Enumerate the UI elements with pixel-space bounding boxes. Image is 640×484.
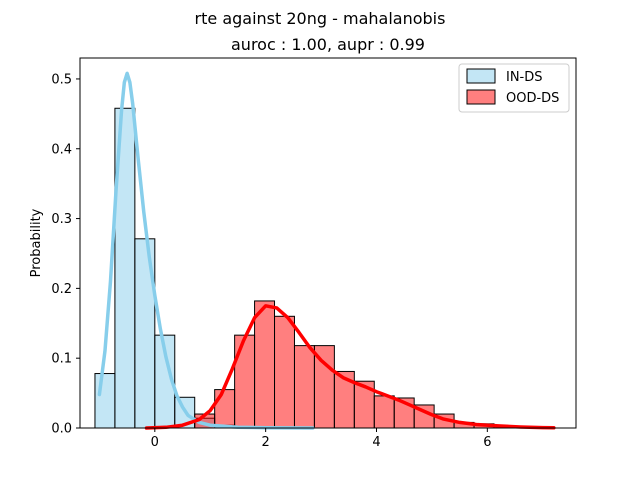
in-ds-bars bbox=[94, 107, 236, 429]
legend-label-in-ds: IN-DS bbox=[506, 70, 543, 85]
legend-swatch-in-ds bbox=[466, 68, 496, 84]
x-tick-label: 4 bbox=[372, 435, 380, 450]
axes-frame bbox=[79, 57, 577, 429]
chart-subtitle: auroc : 1.00, aupr : 0.99 bbox=[231, 35, 425, 54]
in-ds-bar-0 bbox=[94, 373, 116, 429]
ood-ds-bar-4 bbox=[274, 315, 295, 429]
y-axis: 0.0 0.1 0.2 0.3 0.4 0.5 bbox=[51, 72, 80, 437]
x-tick-label: 2 bbox=[262, 435, 270, 450]
ood-ds-bar-3 bbox=[254, 300, 276, 429]
in-ds-kde-line bbox=[97, 71, 315, 430]
ood-ds-bar-9 bbox=[373, 395, 395, 429]
plot-area bbox=[94, 71, 556, 430]
y-axis-label: Probability bbox=[29, 208, 44, 277]
chart-title: rte against 20ng - mahalanobis bbox=[195, 9, 446, 28]
legend-swatch-ood-ds bbox=[466, 89, 496, 105]
ood-ds-bar-5 bbox=[293, 345, 315, 429]
y-tick-label: 0.2 bbox=[51, 282, 72, 297]
y-tick-label: 0.4 bbox=[51, 142, 72, 157]
ood-ds-kde-line bbox=[144, 304, 556, 430]
x-tick-label: 0 bbox=[151, 435, 159, 450]
ood-ds-bar-2 bbox=[234, 334, 256, 429]
y-tick-label: 0.5 bbox=[51, 72, 72, 87]
y-tick-label: 0.0 bbox=[51, 422, 72, 437]
ood-ds-bar-1 bbox=[214, 389, 236, 429]
legend-label-ood-ds: OOD-DS bbox=[506, 91, 559, 106]
y-tick-label: 0.3 bbox=[51, 212, 72, 227]
x-axis: 0 2 4 6 bbox=[151, 428, 491, 450]
legend: IN-DS OOD-DS bbox=[458, 63, 570, 113]
x-tick-label: 6 bbox=[483, 435, 491, 450]
y-tick-label: 0.1 bbox=[51, 352, 72, 367]
